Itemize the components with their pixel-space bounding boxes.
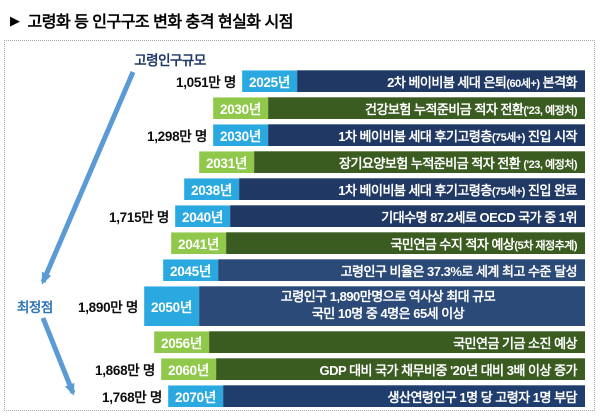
page-title: ▶ 고령화 등 인구구조 변화 충격 현실화 시점 bbox=[10, 8, 293, 32]
population-label: 1,890만 명 bbox=[78, 300, 138, 315]
year-badge: 2038년 bbox=[184, 178, 239, 200]
timeline-panel: 고령인구규모 최정점 1,051만 명 2025년 2차 베이비붐 세대 은퇴(60… bbox=[4, 40, 595, 411]
event-bar: 고령인구 1,890만명으로 역사상 최대 규모 국민 10명 중 4명은 65세… bbox=[199, 286, 585, 326]
year-badge: 2070년 bbox=[168, 385, 223, 407]
timeline-rows: 1,051만 명 2025년 2차 베이비붐 세대 은퇴(60세+) 본격화 2030… bbox=[5, 70, 585, 412]
event-text: 2차 베이비붐 세대 은퇴(60세+) 본격화 bbox=[387, 74, 577, 90]
year-badge: 2031년 bbox=[199, 151, 254, 173]
year-badge: 2030년 bbox=[213, 124, 268, 146]
timeline-row: 1,298만 명 2030년 1차 베이비붐 세대 후기고령층(75세+) 진입 시… bbox=[5, 124, 585, 146]
event-bar: 국민연금 수지 적자 예상(5차 재정추계) bbox=[226, 232, 585, 254]
event-text: 장기요양보험 누적준비금 적자 전환 ('23, 예정처) bbox=[338, 155, 578, 171]
event-text: 생산연령인구 1명 당 고령자 1명 부담 bbox=[387, 389, 578, 405]
event-text: GDP 대비 국가 채무비중 '20년 대비 3배 이상 증가 bbox=[319, 362, 578, 378]
event-text: 건강보험 누적준비금 적자 전환('23, 예정처) bbox=[365, 101, 577, 117]
event-bar: 1차 베이비붐 세대 후기고령층(75세+) 진입 시작 bbox=[268, 124, 585, 146]
population-label bbox=[5, 178, 184, 200]
population-label bbox=[5, 259, 163, 281]
event-bar: 기대수명 87.2세로 OECD 국가 중 1위 bbox=[230, 205, 585, 227]
title-marker-icon: ▶ bbox=[10, 12, 20, 28]
event-text: 기대수명 87.2세로 OECD 국가 중 1위 bbox=[381, 209, 577, 225]
event-bar: 고령인구 비율은 37.3%로 세계 최고 수준 달성 bbox=[218, 259, 585, 281]
event-text: 국민연금 수지 적자 예상(5차 재정추계) bbox=[390, 236, 577, 252]
event-bar: 생산연령인구 1명 당 고령자 1명 부담 bbox=[223, 385, 585, 407]
event-text: 1차 베이비붐 세대 후기고령층(75세+) 진입 시작 bbox=[338, 128, 577, 144]
event-bar: 2차 베이비붐 세대 은퇴(60세+) 본격화 bbox=[297, 70, 585, 92]
event-bar: GDP 대비 국가 채무비중 '20년 대비 3배 이상 증가 bbox=[216, 358, 585, 380]
year-badge: 2025년 bbox=[242, 70, 297, 92]
event-text: 1차 베이비붐 세대 후기고령층(75세+) 진입 완료 bbox=[338, 182, 577, 198]
population-label bbox=[5, 97, 213, 119]
event-text: 고령인구 비율은 37.3%로 세계 최고 수준 달성 bbox=[340, 263, 578, 279]
timeline-row: 2030년 건강보험 누적준비금 적자 전환('23, 예정처) bbox=[5, 97, 585, 119]
year-badge: 2050년 bbox=[144, 286, 199, 326]
year-badge: 2030년 bbox=[213, 97, 268, 119]
year-badge: 2056년 bbox=[154, 331, 209, 353]
timeline-row: 1,768만 명 2070년 생산연령인구 1명 당 고령자 1명 부담 bbox=[5, 385, 585, 407]
event-text: 국민연금 기금 소진 예상 bbox=[453, 335, 577, 351]
event-bar: 1차 베이비붐 세대 후기고령층(75세+) 진입 완료 bbox=[239, 178, 585, 200]
timeline-row: 1,890만 명 2050년 고령인구 1,890만명으로 역사상 최대 규모 국민 … bbox=[5, 286, 585, 326]
event-text: 고령인구 1,890만명으로 역사상 최대 규모 bbox=[280, 289, 496, 305]
population-label bbox=[5, 331, 154, 353]
population-label: 1,768만 명 bbox=[102, 390, 162, 405]
timeline-row: 2041년 국민연금 수지 적자 예상(5차 재정추계) bbox=[5, 232, 585, 254]
timeline-row: 1,868만 명 2060년 GDP 대비 국가 채무비중 '20년 대비 3배 이… bbox=[5, 358, 585, 380]
event-bar: 국민연금 기금 소진 예상 bbox=[209, 331, 585, 353]
timeline-row: 1,051만 명 2025년 2차 베이비붐 세대 은퇴(60세+) 본격화 bbox=[5, 70, 585, 92]
page-title-text: 고령화 등 인구구조 변화 충격 현실화 시점 bbox=[27, 14, 294, 31]
event-bar: 장기요양보험 누적준비금 적자 전환 ('23, 예정처) bbox=[254, 151, 585, 173]
year-badge: 2041년 bbox=[171, 232, 226, 254]
population-label: 1,868만 명 bbox=[95, 363, 155, 378]
peak-label: 최정점 bbox=[17, 300, 53, 315]
event-bar: 건강보험 누적준비금 적자 전환('23, 예정처) bbox=[268, 97, 585, 119]
timeline-row: 2045년 고령인구 비율은 37.3%로 세계 최고 수준 달성 bbox=[5, 259, 585, 281]
year-badge: 2040년 bbox=[175, 205, 230, 227]
axis-label: 고령인구규모 bbox=[134, 53, 206, 68]
timeline-row: 1,715만 명 2040년 기대수명 87.2세로 OECD 국가 중 1위 bbox=[5, 205, 585, 227]
timeline-row: 2056년 국민연금 기금 소진 예상 bbox=[5, 331, 585, 353]
timeline-row: 2038년 1차 베이비붐 세대 후기고령층(75세+) 진입 완료 bbox=[5, 178, 585, 200]
population-label: 1,715만 명 bbox=[109, 210, 169, 225]
population-label bbox=[5, 151, 199, 173]
event-text: 국민 10명 중 4명은 65세 이상 bbox=[311, 306, 465, 321]
population-label: 1,051만 명 bbox=[176, 75, 236, 90]
year-badge: 2045년 bbox=[163, 259, 218, 281]
year-badge: 2060년 bbox=[161, 358, 216, 380]
population-label: 1,298만 명 bbox=[147, 129, 207, 144]
population-label bbox=[5, 232, 171, 254]
timeline-row: 2031년 장기요양보험 누적준비금 적자 전환 ('23, 예정처) bbox=[5, 151, 585, 173]
